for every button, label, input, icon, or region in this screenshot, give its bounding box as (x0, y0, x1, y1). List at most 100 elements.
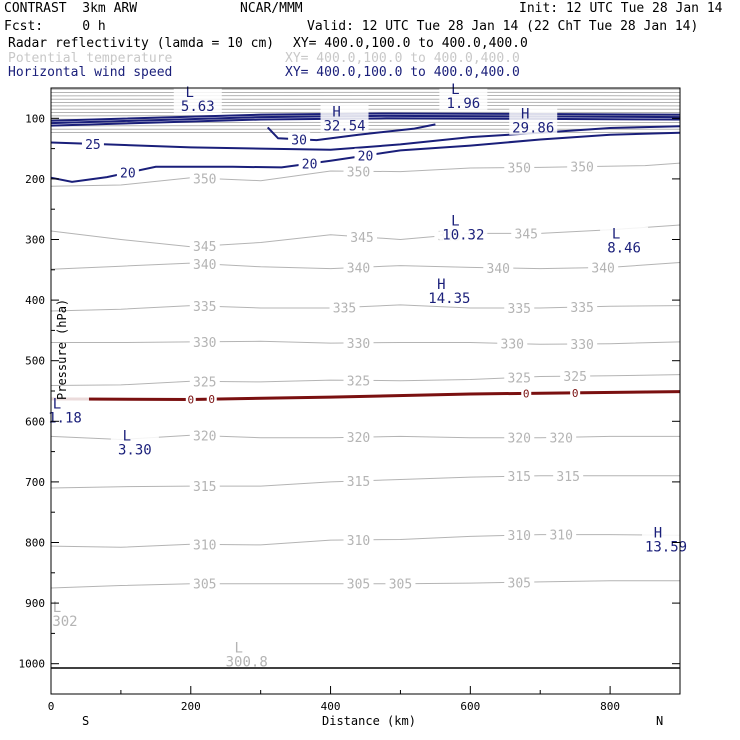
extremum-kind: H (654, 525, 662, 541)
x-tick-label: 200 (181, 700, 201, 713)
theta-label-bg (504, 528, 535, 543)
theta-label-315: 315 (556, 470, 579, 485)
theta-label-310: 310 (347, 534, 370, 549)
theta-label-bg (343, 373, 374, 388)
y-tick-label: 400 (25, 294, 45, 307)
y-tick-label: 500 (25, 355, 45, 368)
wind-label-bg (116, 165, 139, 180)
theta-label-325: 325 (347, 374, 370, 389)
theta-label-bg (504, 430, 535, 445)
theta-label-305: 305 (193, 578, 216, 593)
extremum-kind: L (451, 82, 459, 98)
y-tick-label: 600 (25, 415, 45, 428)
theta-label-bg (504, 469, 535, 484)
extremum-value: 1.96 (446, 96, 480, 112)
extremum-bg (439, 213, 488, 242)
theta-label-345: 345 (515, 227, 538, 242)
theta-label-bg (567, 336, 598, 351)
theta-label-bg (553, 468, 584, 483)
wind-label-20: 20 (120, 167, 136, 182)
wind-contours: 30 25 20 20 20 (50, 112, 681, 183)
theta-label-bg (504, 575, 535, 590)
theta-label-bg (343, 576, 374, 591)
extremum-bg (222, 640, 271, 669)
x-tick-label: 400 (321, 700, 341, 713)
y-tick-label: 1000 (19, 658, 46, 671)
theta-label-bg (343, 164, 374, 179)
theta-band-line (50, 131, 681, 134)
extremum-bg (439, 81, 488, 110)
theta-label-bg (189, 256, 220, 271)
theta-label-310: 310 (549, 529, 572, 544)
x-tick-label: 0 (48, 700, 55, 713)
theta-label-350: 350 (193, 172, 216, 187)
field-theta: Potential temperature (8, 51, 173, 66)
theta-label-bg (189, 374, 220, 389)
theta-label-320: 320 (193, 430, 216, 445)
theta-label-320: 320 (347, 431, 370, 446)
extremum-bg (642, 525, 691, 554)
extremum-bg (425, 277, 474, 306)
reflectivity-contour-0 (50, 390, 681, 402)
extremum-bg (40, 396, 89, 425)
theta-label-325: 325 (563, 370, 586, 385)
theta-label-330: 330 (347, 337, 370, 352)
theta-label-330: 330 (570, 338, 593, 353)
theta-label-310: 310 (193, 538, 216, 553)
theta-label-bg (189, 479, 220, 494)
theta-label-bg (504, 300, 535, 315)
theta-contours: 3503503503503453453453453403403403403353… (50, 159, 681, 593)
wind-label-bg (298, 156, 321, 171)
field-theta-xy: XY= 400.0,100.0 to 400.0,400.0 (285, 51, 520, 66)
theta-label-335: 335 (333, 301, 356, 316)
extremum-value: 29.86 (512, 121, 554, 137)
theta-label-bg (546, 527, 577, 542)
theta-label-305: 305 (508, 576, 531, 591)
field-wind: Horizontal wind speed (8, 65, 173, 80)
reflectivity-label-bg (185, 393, 196, 406)
endpoint-south: S (82, 714, 89, 728)
theta-label-bg (343, 260, 374, 275)
theta-label-315: 315 (193, 480, 216, 495)
extremum-bg (600, 226, 649, 255)
extremum-kind: L (53, 396, 61, 412)
wind-label-20: 20 (358, 150, 374, 165)
wind-jet-strand (50, 112, 681, 122)
extremum-bg (509, 106, 558, 135)
theta-label-310: 310 (508, 529, 531, 544)
reflectivity-contours: 0 0 0 0 (50, 386, 681, 406)
theta-label-335: 335 (193, 300, 216, 315)
theta-label-bg (189, 334, 220, 349)
theta-label-bg (560, 369, 591, 384)
theta-label-bg (567, 299, 598, 314)
theta-label-bg (567, 159, 598, 174)
extremum-value: 32.54 (323, 118, 365, 134)
theta-label-315: 315 (347, 475, 370, 490)
theta-label-bg (385, 576, 416, 591)
theta-label-330: 330 (501, 338, 524, 353)
wind-jet-strand (50, 117, 681, 127)
theta-label-325: 325 (508, 371, 531, 386)
extremum-value: 13.59 (645, 539, 687, 555)
theta-label-340: 340 (487, 262, 510, 277)
init-time: Init: 12 UTC Tue 28 Jan 14 (519, 1, 723, 16)
theta-label-350: 350 (347, 165, 370, 180)
extremum-kind: L (234, 641, 242, 657)
y-tick-label: 100 (25, 112, 45, 125)
theta-label-bg (504, 370, 535, 385)
y-tick-label: 300 (25, 234, 45, 247)
theta-label-bg (497, 336, 528, 351)
theta-label-325: 325 (193, 375, 216, 390)
extremum-kind: H (521, 107, 529, 123)
extremum-value: 14.35 (428, 291, 470, 307)
theta-label-315: 315 (508, 470, 531, 485)
theta-band-line (50, 101, 681, 104)
theta-label-345: 345 (193, 240, 216, 255)
theta-label-330: 330 (193, 336, 216, 351)
extremum-bg (40, 600, 89, 629)
y-tick-label: 700 (25, 476, 45, 489)
extremum-value: 1.18 (48, 410, 82, 426)
theta-label-345: 345 (350, 231, 373, 246)
